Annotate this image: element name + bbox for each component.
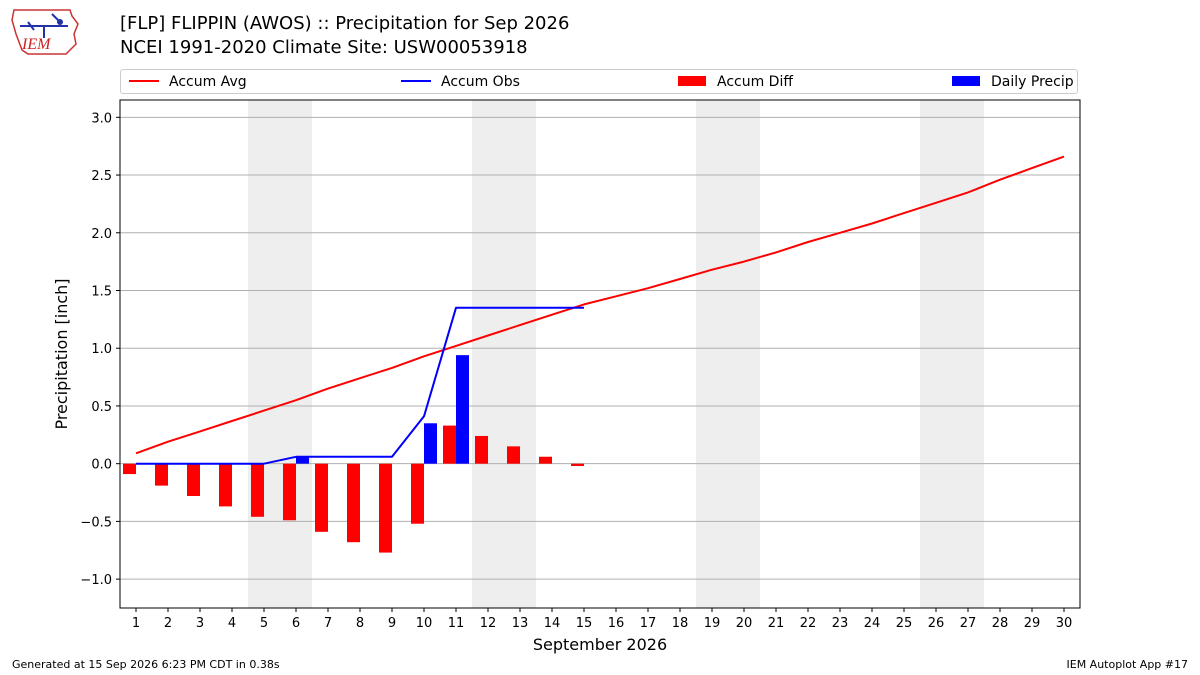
x-tick-label: 28 [992, 616, 1009, 631]
accum-diff-bar [315, 463, 328, 532]
legend-item-daily-precip: Daily Precip [952, 73, 1074, 91]
x-tick-label: 1 [132, 616, 140, 631]
x-tick-label: 26 [928, 616, 945, 631]
legend-label: Accum Diff [717, 74, 794, 90]
y-tick-label: 2.0 [91, 227, 112, 242]
legend-swatch [401, 80, 431, 82]
x-tick-label: 10 [416, 616, 433, 631]
accum-diff-bar [347, 463, 360, 543]
accum-diff-bar [155, 463, 168, 486]
iem-logo: IEM [11, 9, 79, 55]
x-tick-label: 19 [704, 616, 721, 631]
iowa-outline-icon [11, 9, 79, 55]
legend-item-accum-obs: Accum Obs [401, 73, 520, 91]
x-tick-label: 11 [448, 616, 465, 631]
legend-label: Daily Precip [991, 74, 1074, 90]
weekend-band [280, 100, 312, 608]
x-tick-label: 6 [292, 616, 300, 631]
x-tick-label: 4 [228, 616, 236, 631]
accum-avg-line [135, 155, 1065, 455]
legend-item-accum-diff: Accum Diff [678, 73, 793, 91]
y-tick-label: 1.0 [91, 342, 112, 357]
accum-diff-bar [411, 463, 424, 524]
x-tick-label: 3 [196, 616, 204, 631]
legend-item-accum-avg: Accum Avg [129, 73, 247, 91]
accum-diff-bar [251, 463, 264, 517]
daily-precip-bar [296, 456, 309, 464]
x-tick-label: 21 [768, 616, 785, 631]
legend-swatch [129, 80, 159, 82]
y-tick-label: 3.0 [91, 111, 112, 126]
x-tick-label: 16 [608, 616, 625, 631]
chart-subtitle: NCEI 1991-2020 Climate Site: USW00053918 [120, 37, 528, 58]
x-tick-label: 8 [356, 616, 364, 631]
x-tick-label: 2 [164, 616, 172, 631]
x-tick-label: 17 [640, 616, 657, 631]
footer-app: IEM Autoplot App #17 [1066, 658, 1189, 671]
x-tick-label: 22 [800, 616, 817, 631]
y-tick-label: 2.5 [91, 169, 112, 184]
x-tick-label: 27 [960, 616, 977, 631]
legend-swatch [678, 76, 706, 86]
accum-diff-bar [539, 456, 552, 464]
x-tick-label: 15 [576, 616, 593, 631]
weather-station-icon [20, 13, 68, 38]
footer-generated: Generated at 15 Sep 2026 6:23 PM CDT in … [12, 658, 280, 671]
x-tick-label: 14 [544, 616, 561, 631]
weekend-band [952, 100, 984, 608]
accum-diff-bar [571, 463, 584, 466]
plot-frame [119, 99, 1081, 609]
x-tick-label: 9 [388, 616, 396, 631]
chart-title: [FLP] FLIPPIN (AWOS) :: Precipitation fo… [120, 13, 570, 34]
weekend-band [472, 100, 504, 608]
y-tick-label: 0.0 [91, 458, 112, 473]
weekend-band [504, 100, 536, 608]
accum-diff-bar [443, 425, 456, 464]
x-tick-label: 20 [736, 616, 753, 631]
weekend-band [248, 100, 280, 608]
x-tick-label: 13 [512, 616, 529, 631]
x-tick-label: 12 [480, 616, 497, 631]
daily-precip-bar [424, 423, 437, 464]
legend-label: Accum Obs [441, 74, 520, 90]
x-tick-label: 30 [1056, 616, 1073, 631]
y-axis-label: Precipitation [inch] [52, 278, 71, 429]
accum-diff-bar [283, 463, 296, 521]
y-tick-label: −0.5 [80, 515, 112, 530]
x-tick-label: 29 [1024, 616, 1041, 631]
legend: Accum Avg Accum Obs Accum Diff Daily Pre… [120, 69, 1078, 94]
x-tick-label: 24 [864, 616, 881, 631]
accum-diff-bar [379, 463, 392, 553]
legend-label: Accum Avg [169, 74, 247, 90]
x-tick-label: 5 [260, 616, 268, 631]
x-tick-label: 25 [896, 616, 913, 631]
y-tick-label: −1.0 [80, 573, 112, 588]
accum-diff-bar [123, 463, 136, 475]
x-tick-label: 23 [832, 616, 849, 631]
legend-swatch [952, 76, 980, 86]
accum-diff-bar [219, 463, 232, 507]
accum-diff-bar [507, 446, 520, 464]
x-axis-label: September 2026 [533, 635, 667, 654]
daily-precip-bar [456, 355, 469, 464]
weekend-band [920, 100, 952, 608]
y-tick-label: 1.5 [91, 285, 112, 300]
accum-diff-bar [475, 435, 488, 464]
weekend-band [728, 100, 760, 608]
y-tick-label: 0.5 [91, 400, 112, 415]
x-tick-label: 7 [324, 616, 332, 631]
x-tick-label: 18 [672, 616, 689, 631]
accum-diff-bar [187, 463, 200, 497]
accum-obs-line [136, 306, 584, 465]
weekend-band [696, 100, 728, 608]
logo-text: IEM [21, 36, 52, 53]
